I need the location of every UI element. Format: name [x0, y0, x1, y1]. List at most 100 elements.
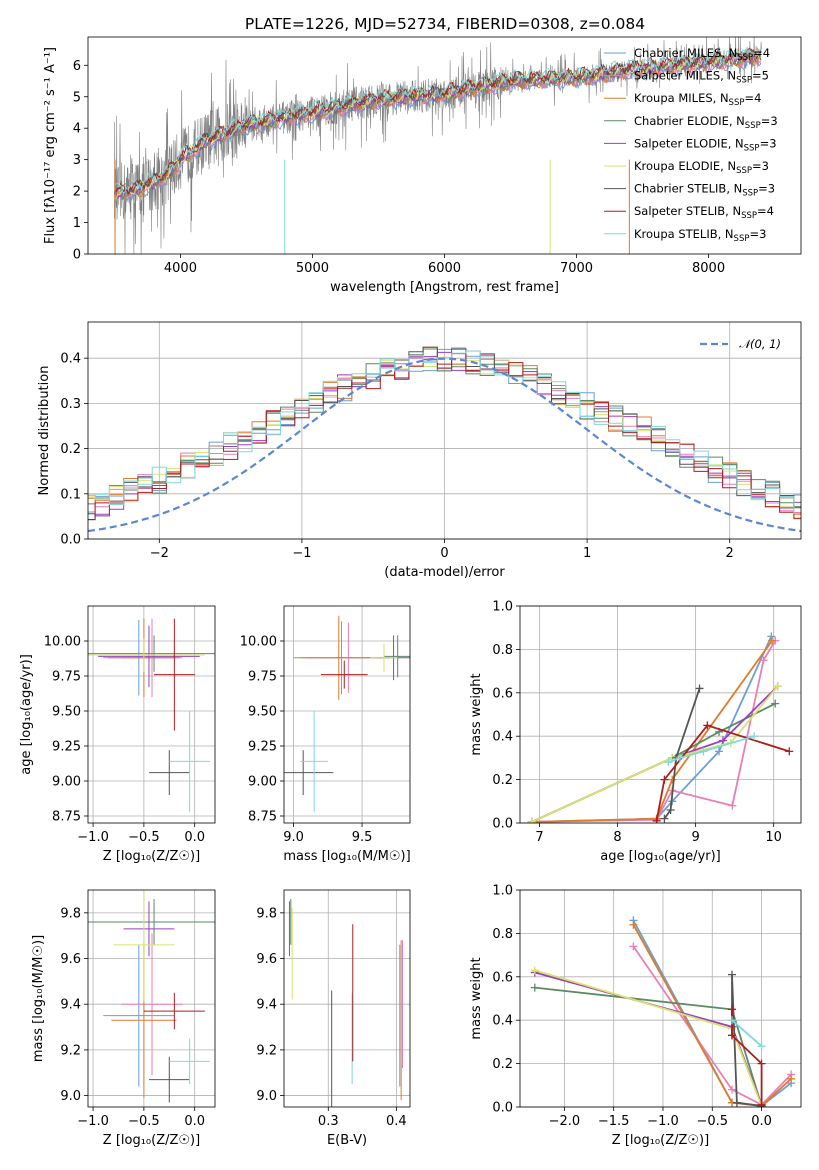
weight-marker	[530, 983, 539, 992]
age-vs-mass-ytick-label: 9.75	[248, 670, 277, 685]
spectrum-ytick-label: 4	[73, 122, 81, 137]
age-vs-Z-frame	[87, 605, 216, 824]
weight-marker	[718, 736, 727, 745]
weight-vs-age-frame	[519, 605, 802, 824]
spectrum-frame	[87, 36, 802, 255]
age-vs-mass-ytick-label: 9.50	[248, 705, 277, 720]
spectrum-legend: Chabrier MILES, NSSP=4 Salpeter MILES, NS…	[604, 46, 778, 244]
weight-vs-Z-xlabel: Z [log₁₀(Z/Z☉)]	[612, 1133, 709, 1148]
age-vs-mass-ytick-label: 9.25	[248, 740, 277, 755]
residuals-ytick-label: 0.4	[60, 352, 81, 367]
weight-marker	[699, 747, 708, 756]
weight-line	[531, 640, 776, 823]
weight-marker	[757, 1100, 766, 1107]
spectrum-xtick-label: 6000	[428, 261, 461, 276]
spectrum-ylabel: Flux [fλ10⁻¹⁷ erg cm⁻² s⁻¹ A⁻¹]	[43, 47, 58, 244]
weight-marker	[695, 684, 704, 693]
weight-marker	[757, 1042, 766, 1051]
mass-vs-Z-axes: −1.0 −0.5 0.0 9.0 9.2 9.4 9.6 9.8 Z [log₁₀(Z/Z☉)…	[31, 889, 216, 1148]
weight-marker	[660, 775, 669, 784]
weight-vs-Z-ytick-label: 0.2	[492, 1057, 513, 1072]
mass-vs-EBV-ytick-label: 9.0	[256, 1089, 277, 1104]
age-vs-mass-xlabel: mass [log₁₀(M/M☉)]	[283, 849, 410, 864]
weight-vs-Z-axes: −2.0 −1.5 −1.0 −0.5 0.0 0.0 0.2 0.4 0.6 0.8 1.0 Z […	[469, 884, 802, 1148]
weight-marker	[666, 805, 675, 814]
age-vs-mass-axes: 9.0 9.5 8.75 9.00 9.25 9.50 9.75 10.00 mass [log…	[240, 605, 411, 864]
weight-marker	[771, 699, 780, 708]
residuals-xtick-label: 0	[440, 546, 448, 561]
residuals-ytick-label: 0.1	[60, 487, 81, 502]
weight-vs-age-axes: 7 8 9 10 0.0 0.2 0.4 0.6 0.8 1.0 age [log₁₀(age/yr…	[469, 600, 802, 864]
mass-vs-Z-ytick-label: 9.6	[60, 952, 81, 967]
mass-vs-EBV-axes: 0.3 0.4 9.0 9.2 9.4 9.6 9.8 E(B-V)	[256, 889, 411, 1148]
mass-vs-EBV-ytick-label: 9.2	[256, 1043, 277, 1058]
residuals-ytick-label: 0.3	[60, 397, 81, 412]
histogram-step	[88, 353, 801, 520]
weight-marker	[629, 942, 638, 951]
age-vs-mass-frame	[283, 605, 411, 824]
weight-vs-age-ylabel: mass weight	[469, 673, 484, 755]
legend-label-6: Chabrier STELIB, NSSP=3	[634, 182, 775, 199]
weight-line	[663, 688, 701, 820]
weight-vs-Z-ytick-label: 0.4	[492, 1014, 513, 1029]
residuals-xtick-label: 2	[726, 546, 734, 561]
weight-marker	[727, 970, 736, 979]
legend-label-2: Kroupa MILES, NSSP=4	[634, 91, 761, 108]
figure-title: PLATE=1226, MJD=52734, FIBERID=0308, z=0…	[245, 15, 645, 33]
weight-marker	[732, 1098, 741, 1107]
age-vs-Z-ylabel: age [log₁₀(age/yr)]	[19, 654, 34, 775]
normal-legend-label: 𝒩(0, 1)	[739, 337, 781, 351]
mass-vs-Z-ytick-label: 9.8	[60, 906, 81, 921]
mass-vs-EBV-frame	[283, 889, 411, 1108]
mass-vs-Z-plot-area	[88, 890, 215, 1103]
weight-vs-Z-ytick-label: 0.8	[492, 927, 513, 942]
age-vs-Z-ytick-label: 9.50	[52, 705, 81, 720]
age-vs-Z-plot-area	[88, 618, 215, 812]
residuals-xtick-label: −1	[292, 546, 311, 561]
weight-marker	[773, 682, 782, 691]
weight-vs-age-ytick-label: 0.4	[492, 730, 513, 745]
age-vs-Z-xlabel: Z [log₁₀(Z/Z☉)]	[103, 849, 200, 864]
age-vs-Z-ytick-label: 9.25	[52, 740, 81, 755]
histogram-step	[88, 350, 801, 513]
weight-vs-Z-ylabel: mass weight	[469, 957, 484, 1039]
spectrum-xtick-label: 4000	[164, 261, 197, 276]
weight-vs-age-xtick-label: 9	[691, 830, 699, 845]
weight-marker	[785, 747, 794, 756]
mass-vs-Z-ytick-label: 9.0	[60, 1089, 81, 1104]
weight-vs-age-ytick-label: 1.0	[492, 600, 513, 615]
weight-marker	[527, 817, 536, 823]
age-vs-mass-xtick-label: 9.0	[283, 830, 304, 845]
age-vs-mass-plot-area	[284, 615, 410, 812]
weight-vs-age-xtick-label: 7	[535, 830, 543, 845]
weight-line	[534, 986, 763, 1107]
age-vs-Z-xtick-label: 0.0	[184, 830, 205, 845]
weight-line	[731, 1019, 763, 1047]
mass-vs-EBV-xtick-label: 0.4	[386, 1114, 407, 1129]
weight-marker	[787, 1074, 796, 1083]
weight-vs-Z-xtick-label: −1.5	[598, 1114, 630, 1129]
weight-vs-Z-xtick-label: −0.5	[696, 1114, 728, 1129]
legend-label-8: Kroupa STELIB, NSSP=3	[634, 227, 766, 244]
histogram-step	[88, 347, 801, 513]
residuals-ytick-label: 0.0	[60, 533, 81, 548]
age-vs-Z-xtick-label: −1.0	[77, 830, 109, 845]
residuals-xtick-label: −2	[150, 546, 169, 561]
weight-marker	[703, 721, 712, 730]
age-vs-mass-ytick-label: 9.00	[248, 775, 277, 790]
weight-vs-Z-frame	[519, 889, 802, 1108]
weight-marker	[750, 732, 759, 741]
spectrum-xtick-label: 5000	[296, 261, 329, 276]
weight-marker	[768, 636, 777, 645]
spectrum-xtick-label: 8000	[692, 261, 725, 276]
mass-vs-EBV-xlabel: E(B-V)	[327, 1133, 367, 1148]
weight-marker	[530, 966, 539, 975]
age-vs-mass-xtick-label: 9.5	[352, 830, 373, 845]
weight-line	[632, 945, 792, 1106]
mass-vs-Z-ytick-label: 9.2	[60, 1043, 81, 1058]
mass-vs-Z-xtick-label: 0.0	[184, 1114, 205, 1129]
mass-vs-Z-ylabel: mass [log₁₀(M/M☉)]	[31, 935, 46, 1062]
weight-marker	[759, 656, 768, 665]
weight-marker	[757, 1059, 766, 1068]
weight-line	[667, 735, 755, 764]
